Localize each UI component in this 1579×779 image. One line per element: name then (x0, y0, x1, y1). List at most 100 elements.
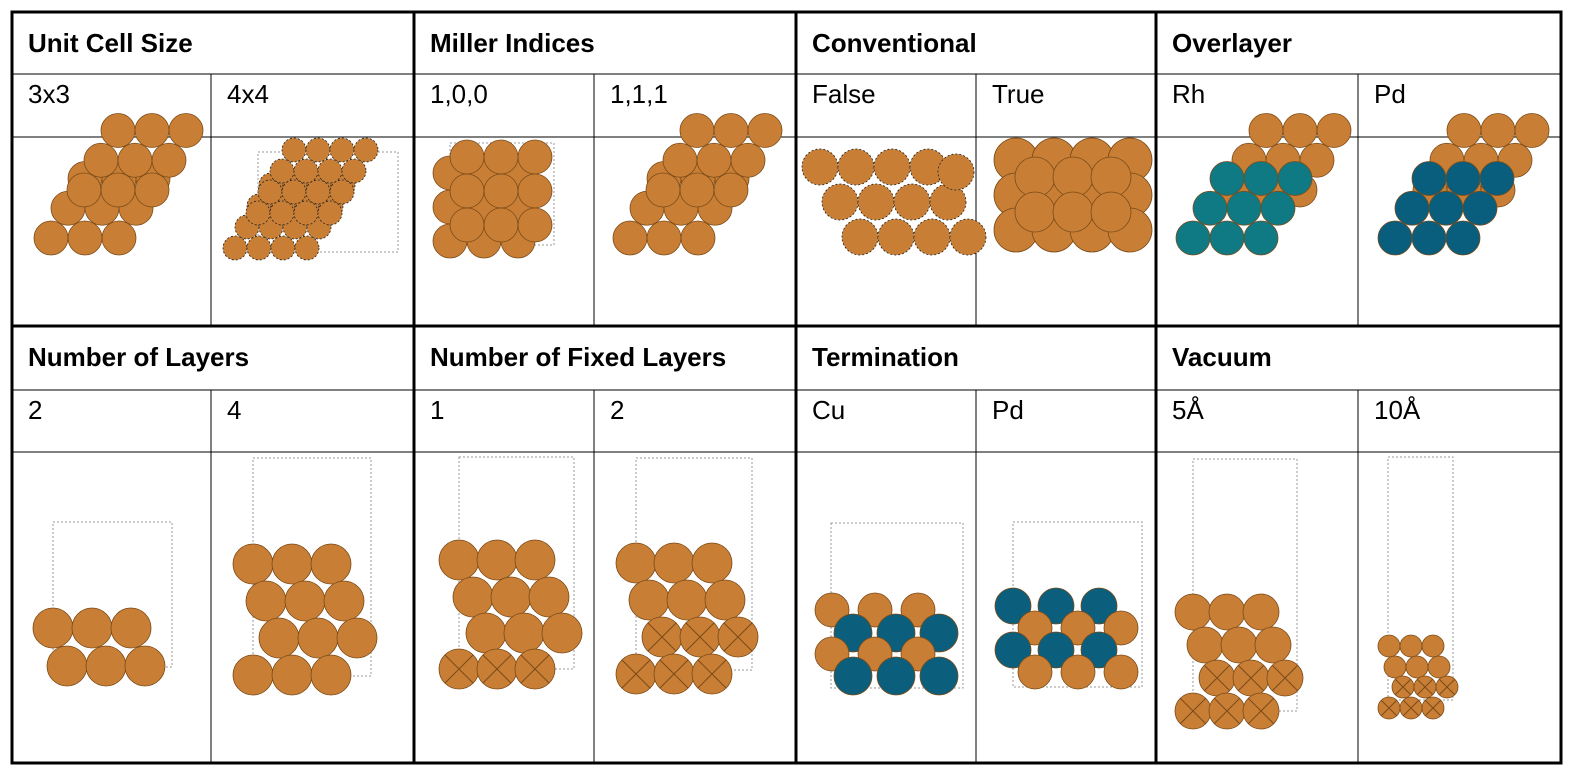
illustration-overlayer-rh (1175, 113, 1352, 256)
atom (994, 587, 1032, 625)
atom (257, 179, 283, 205)
atom (1479, 161, 1515, 196)
atom (222, 235, 248, 261)
atom (1411, 220, 1447, 256)
atom (1208, 593, 1246, 631)
illustration-overlayer-pd (1377, 113, 1550, 256)
fixed-marker (659, 659, 689, 689)
atom (329, 179, 355, 205)
atom (449, 139, 485, 175)
illustration-4-layers (232, 457, 378, 696)
atom (1445, 220, 1481, 256)
atom (833, 656, 873, 696)
number-of-fixed-layers-option-2: 2 (610, 395, 625, 425)
atom (628, 579, 670, 621)
atom (246, 235, 272, 261)
atom (1209, 220, 1245, 256)
atom (101, 220, 137, 256)
atom (1103, 610, 1139, 646)
atom (66, 172, 102, 208)
fixed-marker (1402, 699, 1420, 717)
atom (1242, 593, 1280, 631)
atom (124, 645, 166, 687)
fixed-marker (1271, 664, 1299, 692)
atom (353, 137, 379, 163)
atom (281, 179, 307, 205)
atom (1052, 156, 1094, 198)
unit-cell-outline (1387, 456, 1454, 701)
atom (134, 172, 170, 208)
unit-cell-outline (830, 522, 964, 689)
atom (662, 142, 698, 178)
atom (1103, 654, 1139, 690)
atom (1014, 191, 1056, 233)
atom (341, 158, 367, 184)
atom (33, 220, 69, 256)
atom (297, 617, 339, 659)
atom (83, 142, 119, 178)
illustration-4x4 (222, 137, 399, 261)
atom (1080, 587, 1118, 625)
atom (1243, 161, 1279, 196)
atom (270, 235, 296, 261)
atom (1192, 190, 1228, 226)
termination-option-2: Pd (992, 395, 1024, 425)
atom (117, 142, 153, 178)
illustration-1-fixed-layer (438, 456, 583, 690)
atom (1037, 587, 1075, 625)
atom (1377, 220, 1413, 256)
atom (168, 113, 204, 148)
atom (919, 656, 959, 696)
atom (857, 183, 895, 221)
atom (1514, 113, 1550, 148)
fixed-marker (1416, 678, 1434, 696)
fixed-marker (647, 622, 677, 652)
fixed-marker (1380, 699, 1398, 717)
atom (1220, 626, 1258, 664)
atom (514, 539, 556, 581)
atom (837, 148, 875, 186)
atom (612, 220, 648, 256)
atom (747, 113, 783, 148)
atom (1394, 190, 1430, 226)
fixed-marker (1247, 697, 1275, 725)
illustration-2-layers (32, 521, 173, 687)
illustration-conventional-false (801, 148, 987, 256)
illustration-2-fixed-layers (615, 457, 759, 695)
atom (801, 148, 839, 186)
atom (1226, 190, 1262, 226)
atom (666, 579, 708, 621)
atom (1428, 190, 1464, 226)
atom (67, 220, 103, 256)
atom (271, 654, 313, 696)
atom (541, 612, 583, 654)
atom (317, 200, 343, 226)
atom (913, 218, 951, 256)
illustration-111 (612, 113, 783, 256)
atom (680, 220, 716, 256)
atom (245, 200, 271, 226)
atom (1090, 191, 1132, 233)
overlayer-header: Overlayer (1172, 28, 1292, 58)
number-of-fixed-layers-header: Number of Fixed Layers (430, 342, 727, 372)
termination-header: Termination (812, 342, 959, 372)
atom (1014, 156, 1056, 198)
atom (1037, 631, 1075, 669)
illustration-conventional-true (993, 137, 1153, 253)
atom (1383, 655, 1407, 679)
illustration-3x3 (33, 113, 204, 256)
atom (1248, 113, 1284, 148)
atom (305, 179, 331, 205)
vacuum-option-2: 10Å (1374, 395, 1421, 425)
atom (232, 543, 274, 585)
atom (679, 113, 715, 148)
atom (1243, 220, 1279, 256)
atom (646, 220, 682, 256)
miller-indices-option-2: 1,1,1 (610, 79, 668, 109)
atom (323, 580, 365, 622)
atom (293, 158, 319, 184)
atom (1316, 113, 1352, 148)
atom (465, 612, 507, 654)
atom (1445, 161, 1481, 196)
atom (1446, 113, 1482, 148)
